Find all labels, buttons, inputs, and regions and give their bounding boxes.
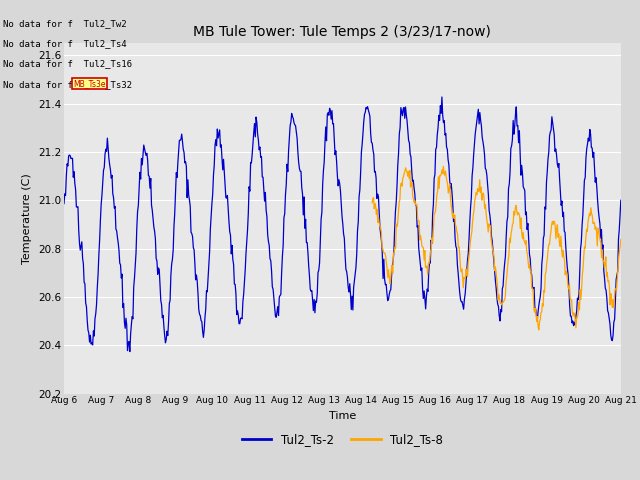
Text: No data for f  Tul2_Ts32: No data for f Tul2_Ts32 [3,80,132,89]
Tul2_Ts-2 [617,197,625,203]
Tul2_Ts-8 [608,295,616,301]
Tul2_Ts-8 [368,200,376,206]
Tul2_Ts-8 [440,163,447,169]
Text: MB_Ts3e: MB_Ts3e [74,79,106,88]
Tul2_Ts-2 [128,314,136,320]
Tul2_Ts-8 [535,327,543,333]
Tul2_Ts-2 [411,191,419,197]
Text: No data for f  Tul2_Tw2: No data for f Tul2_Tw2 [3,19,127,28]
Tul2_Ts-2 [185,192,193,198]
Tul2_Ts-8 [502,293,509,299]
Y-axis label: Temperature (C): Temperature (C) [22,173,33,264]
Tul2_Ts-2 [70,169,78,175]
Tul2_Ts-8 [615,255,623,261]
Title: MB Tule Tower: Tule Temps 2 (3/23/17-now): MB Tule Tower: Tule Temps 2 (3/23/17-now… [193,25,492,39]
Tul2_Ts-2 [428,237,435,243]
Tul2_Ts-2 [438,94,445,100]
X-axis label: Time: Time [329,411,356,421]
Line: Tul2_Ts-8: Tul2_Ts-8 [372,166,621,330]
Tul2_Ts-8 [617,237,625,242]
Tul2_Ts-2 [126,349,134,355]
Tul2_Ts-8 [516,213,524,219]
Text: No data for f  Tul2_Ts4: No data for f Tul2_Ts4 [3,39,127,48]
Line: Tul2_Ts-2: Tul2_Ts-2 [64,97,621,352]
Tul2_Ts-8 [484,222,492,228]
Text: No data for f  Tul2_Ts16: No data for f Tul2_Ts16 [3,60,132,69]
Legend: Tul2_Ts-2, Tul2_Ts-8: Tul2_Ts-2, Tul2_Ts-8 [237,428,448,451]
Tul2_Ts-8 [435,174,442,180]
Tul2_Ts-2 [60,201,68,206]
Tul2_Ts-2 [214,135,222,141]
